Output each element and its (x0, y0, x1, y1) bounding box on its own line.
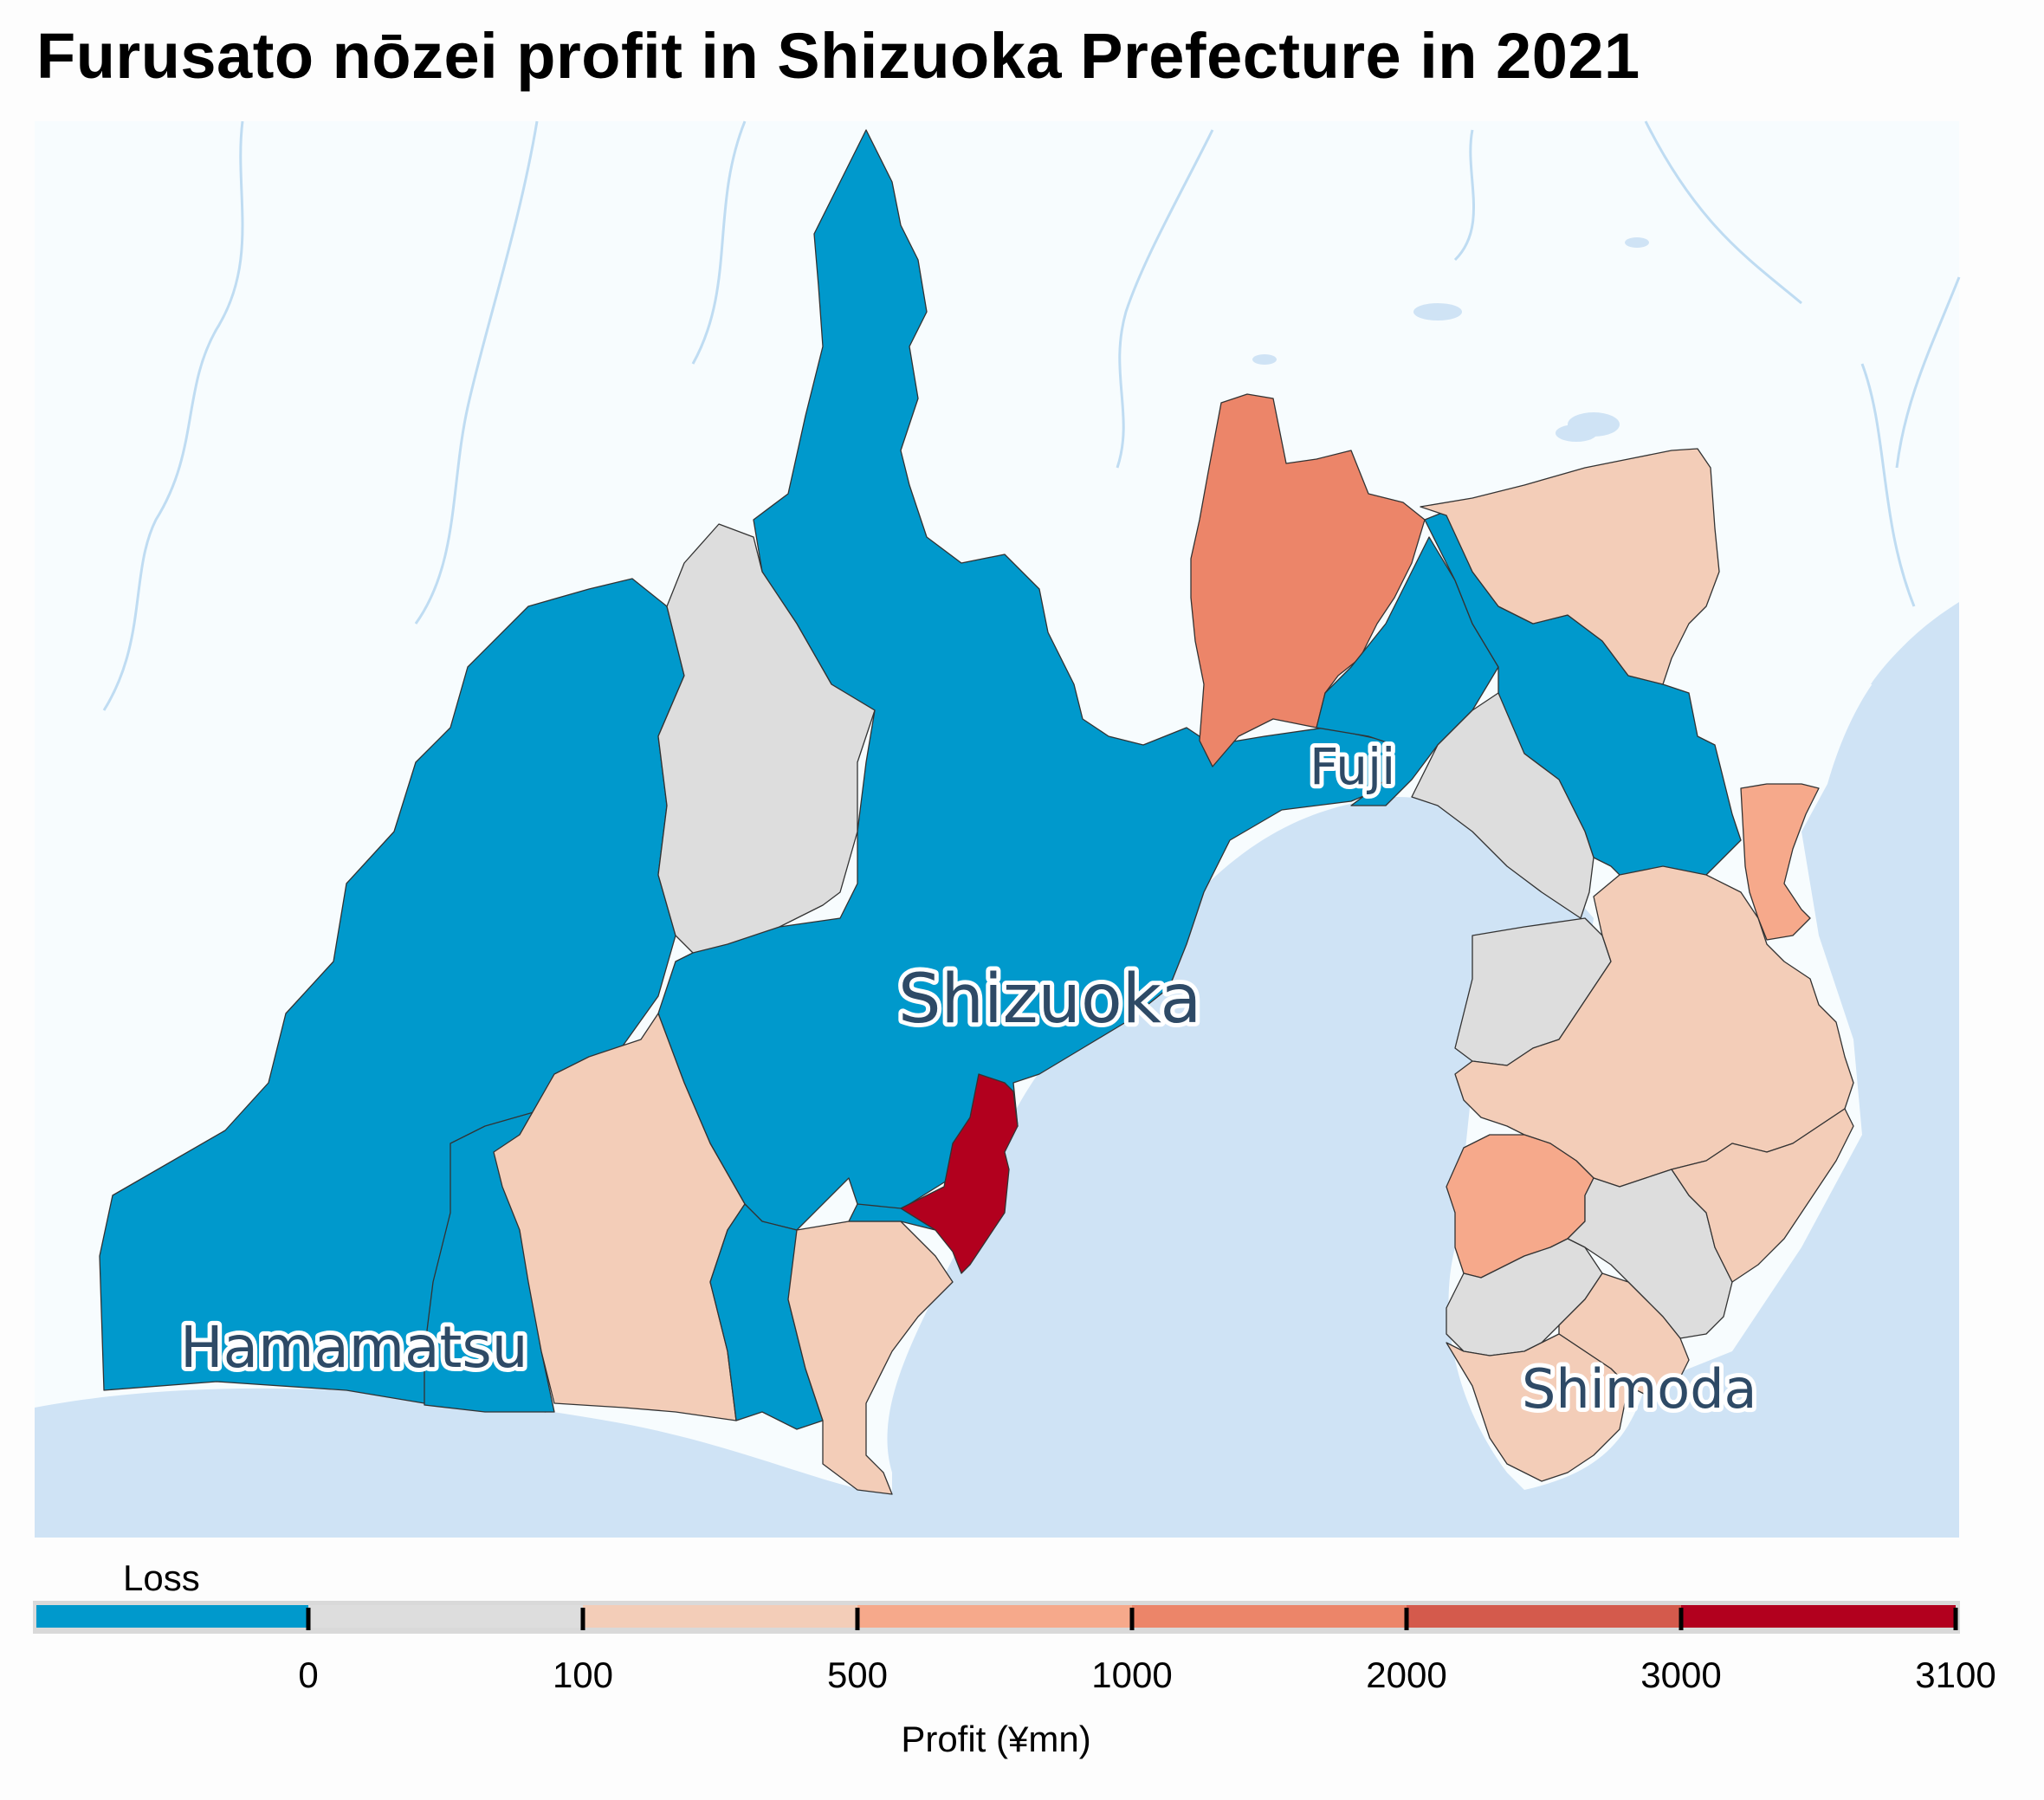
legend-loss-label: Loss (123, 1557, 200, 1598)
colorbar-bin-loss (36, 1605, 308, 1628)
region-makinohara (787, 1221, 954, 1495)
region-yaizu (900, 1073, 1019, 1274)
colorbar-ticks (306, 1608, 1958, 1630)
city-label-fuji: Fuji (1310, 737, 1395, 796)
colorbar-bin-100-500 (583, 1605, 857, 1628)
sagami-bay (1827, 602, 1959, 784)
region-atami (1740, 783, 1820, 941)
sea-area (35, 606, 1959, 1538)
city-label-shizuoka: Shizuoka (898, 961, 1201, 1039)
city-label-hamamatsu: Hamamatsu (180, 1314, 528, 1381)
region-shimoda (1558, 1272, 1690, 1395)
tick-label-3000: 3000 (1640, 1654, 1721, 1695)
colorbar-bin-500-1000 (857, 1605, 1132, 1628)
colorbar-bin-3000-3100 (1681, 1605, 1956, 1628)
city-label-shimoda: Shimoda (1522, 1357, 1757, 1421)
region-fujieda (848, 1203, 936, 1231)
region-kawanehon (657, 523, 876, 954)
rivers-layer (102, 120, 1961, 711)
lakes-layer (1252, 237, 1649, 442)
colorbar-bin-1000-2000 (1132, 1605, 1407, 1628)
colorbar (33, 1601, 1960, 1634)
region-numazu (1411, 692, 1594, 919)
region-minamiizu (1446, 1333, 1629, 1482)
region-fuji (1316, 536, 1499, 806)
tick-label-2000: 2000 (1366, 1654, 1446, 1695)
colorbar-bin-2000-3000 (1407, 1605, 1681, 1628)
tick-label-0: 0 (298, 1654, 318, 1695)
tick-label-1000: 1000 (1091, 1654, 1172, 1695)
region-fujinomiya (1190, 393, 1426, 767)
map-title: Furusato nōzei profit in Shizuoka Prefec… (36, 20, 1640, 92)
colorbar-tick-labels: 0 100 500 1000 2000 3000 3100 (298, 1654, 1995, 1695)
colorbar-title: Profit (¥mn) (901, 1719, 1090, 1759)
tick-label-500: 500 (827, 1654, 888, 1695)
tick-label-3100: 3100 (1915, 1654, 1995, 1695)
region-ito (1671, 1108, 1854, 1283)
colorbar-bin-0-100 (308, 1605, 583, 1628)
region-oyama (1420, 448, 1720, 685)
tick-label-100: 100 (553, 1654, 613, 1695)
